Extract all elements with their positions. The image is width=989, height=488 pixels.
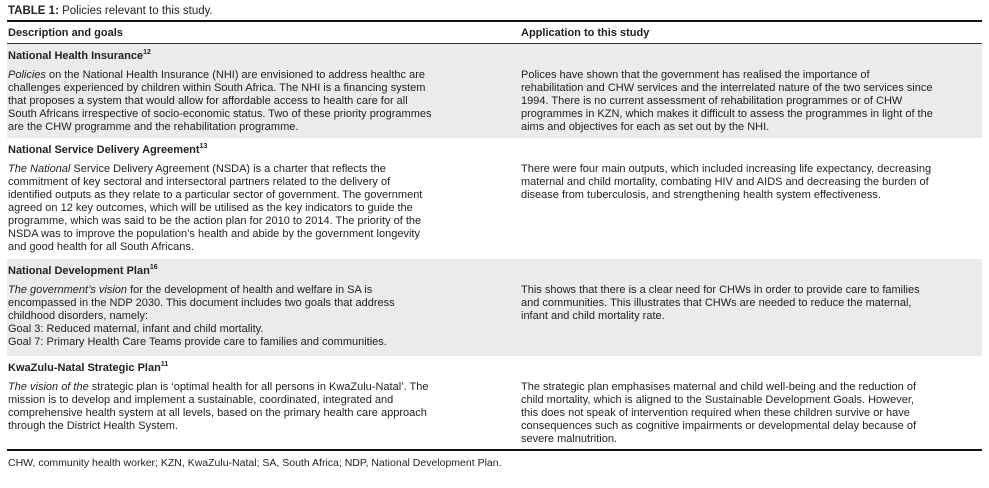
description-text: challenges experienced by children withi…	[8, 82, 426, 94]
policy-title: National Service Delivery Agreement	[8, 144, 200, 156]
description-text: commitment of key sectoral and intersect…	[8, 176, 391, 188]
bottom-rule	[7, 449, 982, 451]
policy-title: National Health Insurance	[8, 50, 144, 62]
description-line: Policies on the National Health Insuranc…	[8, 69, 431, 82]
description-line: that proposes a system that would allow …	[8, 95, 431, 108]
description-text: and good health for all South Africans.	[8, 241, 194, 253]
application-line: child mortality, which is aligned to the…	[521, 394, 914, 406]
italic-lead: The National	[8, 163, 71, 175]
description-line: The government’s vision for the developm…	[8, 284, 395, 297]
description-text: on the National Health Insurance (NHI) a…	[45, 69, 426, 81]
application-line: rehabilitation and CHW services and the …	[521, 82, 933, 94]
description-line: commitment of key sectoral and intersect…	[8, 176, 422, 189]
table-row: National Health Insurance12 Policies on t…	[7, 44, 982, 138]
application-line: infant and child mortality rate.	[521, 310, 665, 322]
reference-number: 13	[199, 143, 208, 150]
policy-heading: KwaZulu-Natal Strategic Plan11	[8, 361, 169, 374]
application-line: maternal and child mortality, combating …	[521, 176, 929, 188]
description-text: strategic plan is ‘optimal health for al…	[88, 381, 429, 393]
description-text: NSDA was to improve the population’s hea…	[8, 228, 420, 240]
description-line: challenges experienced by children withi…	[8, 82, 431, 95]
description-text: through the District Health System.	[8, 420, 178, 432]
description-cell: The vision of the strategic plan is ‘opt…	[8, 381, 428, 433]
application-line: disease from tuberculosis, and strengthe…	[521, 189, 881, 201]
italic-lead: The vision of the	[8, 381, 89, 393]
description-line: identified outputs as they relate to a p…	[8, 189, 422, 202]
application-line: The strategic plan emphasises maternal a…	[521, 381, 917, 393]
application-line: Polices have shown that the government h…	[521, 69, 870, 81]
table-footnote: CHW, community health worker; KZN, KwaZu…	[8, 457, 502, 469]
description-line: encompassed in the NDP 2030. This docume…	[8, 297, 395, 310]
description-line: The National Service Delivery Agreement …	[8, 163, 422, 176]
description-text: programme, which was said to be the acti…	[8, 215, 422, 227]
application-line: 1994. There is no current assessment of …	[521, 95, 903, 107]
application-line: aims and objectives for each as set out …	[521, 121, 770, 133]
application-cell: There were four main outputs, which incl…	[521, 163, 931, 202]
description-line: The vision of the strategic plan is ‘opt…	[8, 381, 428, 394]
table-row: National Service Delivery Agreement13 The…	[7, 138, 982, 259]
header-application: Application to this study	[521, 27, 650, 39]
reference-number: 11	[160, 361, 169, 368]
application-line: There were four main outputs, which incl…	[521, 163, 932, 175]
description-line: South Africans irrespective of socio-eco…	[8, 108, 431, 121]
table-row: KwaZulu-Natal Strategic Plan11 The vision…	[7, 356, 982, 449]
application-line: severe malnutrition.	[521, 433, 617, 445]
policy-title: National Development Plan	[8, 265, 150, 277]
application-cell: The strategic plan emphasises maternal a…	[521, 381, 916, 446]
table-caption: TABLE 1: Policies relevant to this study…	[8, 5, 213, 17]
description-line: childhood disorders, namely:	[8, 310, 395, 323]
description-line: mission is to develop and implement a su…	[8, 394, 428, 407]
description-line: Goal 3: Reduced maternal, infant and chi…	[8, 323, 395, 336]
description-text: agreed on 12 key outcomes, which will be…	[8, 202, 413, 214]
description-text: childhood disorders, namely:	[8, 310, 149, 322]
policy-heading: National Health Insurance12	[8, 49, 151, 62]
reference-number: 12	[143, 49, 151, 56]
header-rule	[7, 43, 982, 44]
description-text: comprehensive health system at all level…	[8, 407, 427, 419]
description-text: Goal 3: Reduced maternal, infant and chi…	[8, 323, 264, 335]
policy-heading: National Development Plan16	[8, 264, 158, 277]
italic-lead: Policies	[8, 69, 46, 81]
description-text: that proposes a system that would allow …	[8, 95, 408, 107]
description-line: are the CHW programme and the rehabilita…	[8, 121, 431, 134]
description-text: for the development of health and welfar…	[127, 284, 373, 296]
application-line: this does not speak of intervention requ…	[521, 407, 910, 419]
description-line: through the District Health System.	[8, 420, 428, 433]
application-line: and communities. This illustrates that C…	[521, 297, 912, 309]
description-line: agreed on 12 key outcomes, which will be…	[8, 202, 422, 215]
header-description: Description and goals	[8, 27, 123, 39]
application-line: This shows that there is a clear need fo…	[521, 284, 920, 296]
policy-title: KwaZulu-Natal Strategic Plan	[8, 362, 161, 374]
description-text: encompassed in the NDP 2030. This docume…	[8, 297, 395, 309]
description-line: programme, which was said to be the acti…	[8, 215, 422, 228]
description-text: Service Delivery Agreement (NSDA) is a c…	[70, 163, 386, 175]
italic-lead: The government’s vision	[8, 284, 128, 296]
description-text: identified outputs as they relate to a p…	[8, 189, 423, 201]
description-text: South Africans irrespective of socio-eco…	[8, 108, 432, 120]
description-line: comprehensive health system at all level…	[8, 407, 428, 420]
policy-heading: National Service Delivery Agreement13	[8, 143, 208, 156]
table-label: TABLE 1:	[8, 5, 59, 17]
top-rule	[7, 20, 982, 22]
description-cell: The government’s vision for the developm…	[8, 284, 395, 349]
description-cell: The National Service Delivery Agreement …	[8, 163, 422, 254]
application-line: programmes in KZN, which makes it diffic…	[521, 108, 933, 120]
description-text: Goal 7: Primary Health Care Teams provid…	[8, 336, 387, 348]
description-cell: Policies on the National Health Insuranc…	[8, 69, 431, 134]
reference-number: 16	[149, 264, 158, 271]
description-line: Goal 7: Primary Health Care Teams provid…	[8, 336, 395, 349]
application-line: consequences such as cognitive impairmen…	[521, 420, 917, 432]
application-cell: Polices have shown that the government h…	[521, 69, 933, 134]
application-cell: This shows that there is a clear need fo…	[521, 284, 920, 323]
description-text: mission is to develop and implement a su…	[8, 394, 394, 406]
description-text: are the CHW programme and the rehabilita…	[8, 121, 299, 133]
description-line: and good health for all South Africans.	[8, 241, 422, 254]
description-line: NSDA was to improve the population’s hea…	[8, 228, 422, 241]
table-caption-text: Policies relevant to this study.	[58, 5, 213, 17]
table-row: National Development Plan16 The governmen…	[7, 259, 982, 356]
